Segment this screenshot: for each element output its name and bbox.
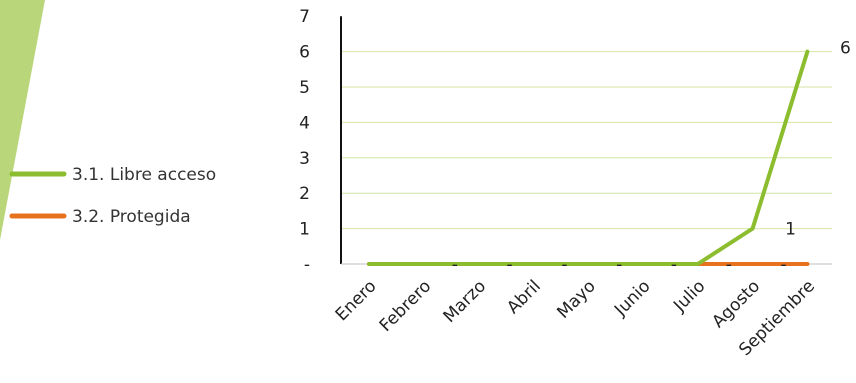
data-label: 1 xyxy=(785,220,796,240)
y-tick-label: 7 xyxy=(299,7,310,27)
data-labels: 1 6 - - - - - - - xyxy=(452,39,851,275)
x-tick-label: Junio xyxy=(610,276,654,320)
series-line-1 xyxy=(367,49,810,266)
x-tick-label: Enero xyxy=(332,276,381,325)
data-label: - xyxy=(616,255,622,275)
data-label: - xyxy=(726,255,732,275)
data-label: - xyxy=(561,255,567,275)
data-label: 6 xyxy=(840,39,851,59)
y-tick-label: 5 xyxy=(299,78,310,98)
y-tick-label: 4 xyxy=(299,113,310,133)
x-tick-label: Febrero xyxy=(376,276,436,336)
y-tick-label: 3 xyxy=(299,149,310,169)
y-tick-label: 2 xyxy=(299,184,310,204)
y-tick-label: 1 xyxy=(299,220,310,240)
x-tick-label: Abril xyxy=(503,276,545,318)
data-label: - xyxy=(671,255,677,275)
accent-band xyxy=(0,0,45,240)
grid-lines xyxy=(341,51,832,230)
x-tick-label: Mayo xyxy=(553,276,599,322)
x-tick-label: Marzo xyxy=(440,276,490,326)
legend-label-2: 3.2. Protegida xyxy=(72,207,191,227)
data-label: - xyxy=(452,255,458,275)
series-lines xyxy=(367,49,810,266)
data-label: - xyxy=(507,255,513,275)
legend: 3.1. Libre acceso 3.2. Protegida xyxy=(9,165,216,227)
x-tick-label: Julio xyxy=(669,276,709,316)
y-tick-label: 6 xyxy=(299,43,310,63)
x-tick-label: Agosto xyxy=(708,276,764,332)
legend-label-1: 3.1. Libre acceso xyxy=(72,165,216,185)
y-tick-label: - xyxy=(304,255,310,275)
data-label: - xyxy=(781,255,787,275)
